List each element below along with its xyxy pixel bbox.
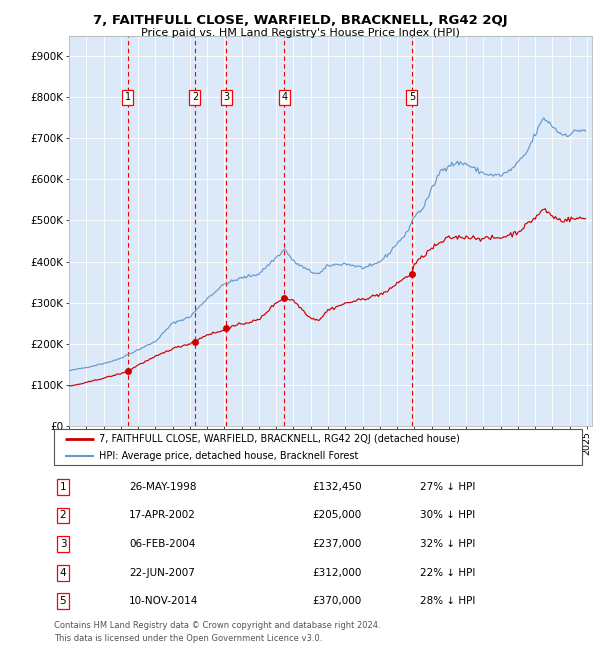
- Text: 4: 4: [59, 567, 67, 578]
- Text: 30% ↓ HPI: 30% ↓ HPI: [420, 510, 475, 521]
- Text: £312,000: £312,000: [312, 567, 361, 578]
- Text: 5: 5: [59, 596, 67, 606]
- Text: This data is licensed under the Open Government Licence v3.0.: This data is licensed under the Open Gov…: [54, 634, 322, 643]
- Text: 10-NOV-2014: 10-NOV-2014: [129, 596, 199, 606]
- Text: 28% ↓ HPI: 28% ↓ HPI: [420, 596, 475, 606]
- Text: 7, FAITHFULL CLOSE, WARFIELD, BRACKNELL, RG42 2QJ (detached house): 7, FAITHFULL CLOSE, WARFIELD, BRACKNELL,…: [99, 434, 460, 444]
- Text: Price paid vs. HM Land Registry's House Price Index (HPI): Price paid vs. HM Land Registry's House …: [140, 28, 460, 38]
- Text: Contains HM Land Registry data © Crown copyright and database right 2024.: Contains HM Land Registry data © Crown c…: [54, 621, 380, 630]
- Text: 22% ↓ HPI: 22% ↓ HPI: [420, 567, 475, 578]
- Text: 27% ↓ HPI: 27% ↓ HPI: [420, 482, 475, 492]
- Text: 2: 2: [192, 92, 198, 102]
- Text: 3: 3: [223, 92, 229, 102]
- Text: 3: 3: [59, 539, 67, 549]
- Text: 2: 2: [59, 510, 67, 521]
- Text: £132,450: £132,450: [312, 482, 362, 492]
- Text: 1: 1: [59, 482, 67, 492]
- FancyBboxPatch shape: [54, 429, 582, 465]
- Text: 26-MAY-1998: 26-MAY-1998: [129, 482, 197, 492]
- Text: 1: 1: [125, 92, 131, 102]
- Text: 4: 4: [281, 92, 287, 102]
- Text: £237,000: £237,000: [312, 539, 361, 549]
- Text: 06-FEB-2004: 06-FEB-2004: [129, 539, 196, 549]
- Text: 5: 5: [409, 92, 415, 102]
- Text: £205,000: £205,000: [312, 510, 361, 521]
- Text: HPI: Average price, detached house, Bracknell Forest: HPI: Average price, detached house, Brac…: [99, 451, 358, 461]
- Text: 32% ↓ HPI: 32% ↓ HPI: [420, 539, 475, 549]
- Text: 22-JUN-2007: 22-JUN-2007: [129, 567, 195, 578]
- Text: 17-APR-2002: 17-APR-2002: [129, 510, 196, 521]
- Text: 7, FAITHFULL CLOSE, WARFIELD, BRACKNELL, RG42 2QJ: 7, FAITHFULL CLOSE, WARFIELD, BRACKNELL,…: [92, 14, 508, 27]
- Text: £370,000: £370,000: [312, 596, 361, 606]
